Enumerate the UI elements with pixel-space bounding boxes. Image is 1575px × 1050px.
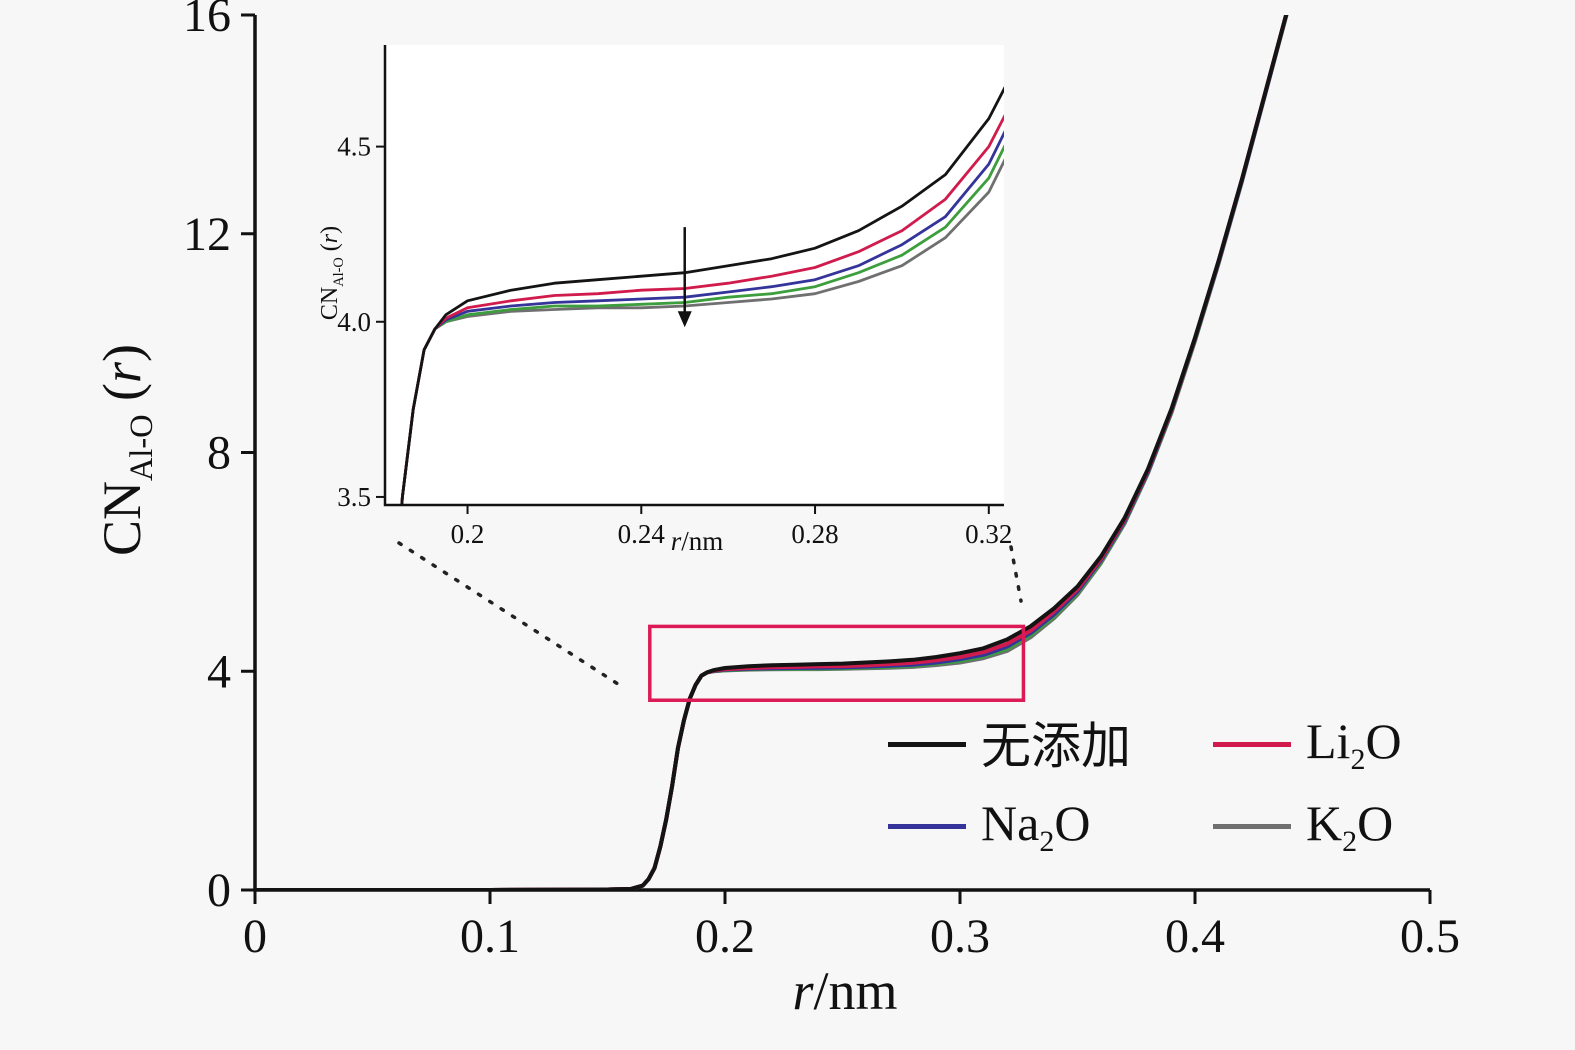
x-tick-label: 0.3 (930, 910, 990, 963)
inset-y-axis-title-sub: Al-O (330, 257, 347, 287)
legend-label-k2o: K2O (1306, 794, 1393, 859)
legend-swatch-li2o (1213, 741, 1291, 747)
inset-y-tick-label: 4.0 (337, 307, 371, 337)
inset-y-axis-title-pre: CN (317, 286, 343, 321)
legend-label-sub: 2 (1039, 825, 1055, 858)
connector-dotted-right (1009, 545, 1023, 603)
inset-y-axis-title-post: ) (317, 225, 343, 234)
legend-label-text: Na (981, 795, 1040, 851)
inset-arrow-head (677, 311, 692, 328)
legend-swatch-no-additive (888, 741, 966, 747)
legend-label-na2o: Na2O (981, 794, 1090, 859)
y-axis-title-sub: Al-O (123, 414, 160, 482)
connector-dotted-left (397, 541, 623, 688)
y-axis-title: CNAl-O (r) (87, 240, 160, 660)
main-curve-no-additive (255, 15, 1289, 890)
legend-swatch-na2o (888, 824, 966, 829)
legend-item-no-additive: 无添加 (888, 706, 1213, 782)
x-axis-title-rest: /nm (813, 961, 898, 1021)
legend-label-post: O (1054, 795, 1091, 851)
legend-item-na2o: Na2O (888, 794, 1213, 859)
x-axis-title-r: r (792, 961, 814, 1021)
legend: 无添加 Li2O Na2O K2O (888, 706, 1402, 859)
x-tick-label: 0.2 (695, 910, 755, 963)
inset-y-axis-title: CNAl-O (r) (313, 123, 347, 423)
legend-swatch-k2o (1213, 824, 1291, 829)
inset-x-tick-label: 0.24 (618, 519, 666, 549)
legend-item-k2o: K2O (1213, 794, 1402, 859)
x-tick-label: 0.5 (1400, 910, 1460, 963)
inset-axes (383, 45, 1004, 507)
x-tick-label: 0.4 (1165, 910, 1225, 963)
legend-label-text: Li (1306, 712, 1351, 769)
legend-label-post: O (1357, 795, 1394, 851)
legend-label-sub: 2 (1342, 825, 1358, 858)
y-tick-label: 4 (207, 645, 231, 698)
y-tick-label: 12 (183, 208, 231, 261)
legend-item-li2o: Li2O (1213, 706, 1402, 782)
legend-label-sub: 2 (1350, 742, 1366, 776)
y-axis-title-post: ) (92, 343, 152, 362)
inset-x-axis-title-r: r (670, 526, 682, 556)
legend-label-post: O (1365, 712, 1402, 769)
inset-y-axis-title-r: r (317, 233, 343, 244)
legend-label-text: 无添加 (981, 718, 1131, 774)
y-axis-title-r: r (92, 361, 152, 383)
x-axis-title: r/nm (645, 960, 1045, 1022)
inset-y-tick-label: 3.5 (337, 482, 371, 512)
inset-x-tick-label: 0.32 (965, 519, 1012, 549)
inset-x-tick-label: 0.2 (451, 519, 485, 549)
legend-label-no-additive: 无添加 (981, 706, 1131, 782)
inset-background (385, 45, 1004, 505)
y-tick-label: 0 (207, 864, 231, 917)
legend-label-li2o: Li2O (1306, 712, 1402, 777)
legend-label-text: K (1306, 795, 1343, 851)
y-tick-label: 8 (207, 427, 231, 480)
inset-y-tick-label: 4.5 (337, 132, 371, 162)
y-axis-title-pre: CN (92, 481, 152, 557)
highlight-rect (648, 624, 1026, 702)
x-tick-label: 0 (243, 910, 267, 963)
x-tick-label: 0.1 (460, 910, 520, 963)
inset-x-tick-label: 0.28 (791, 519, 838, 549)
inset-x-axis-title-rest: /nm (681, 526, 724, 556)
inset-x-axis-title: r/nm (547, 526, 847, 557)
y-axis-title-mid: ( (92, 382, 152, 415)
inset-y-axis-title-mid: ( (317, 243, 343, 258)
y-tick-label: 16 (183, 0, 231, 42)
